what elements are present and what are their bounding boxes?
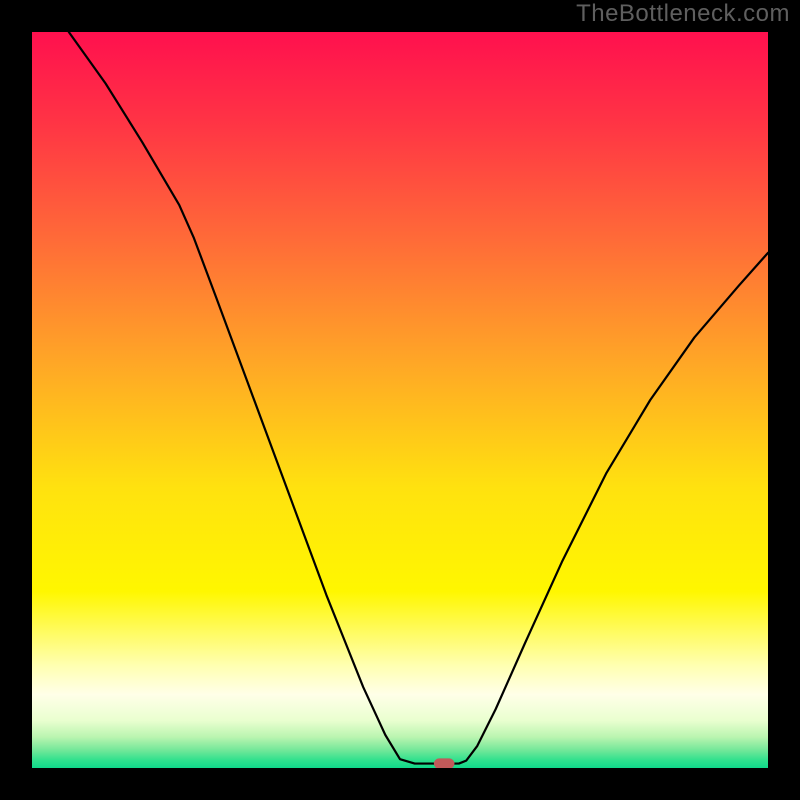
chart-container: TheBottleneck.com	[0, 0, 800, 800]
plot-svg	[32, 32, 768, 768]
optimum-marker	[434, 758, 455, 768]
plot-area	[32, 32, 768, 768]
watermark-text: TheBottleneck.com	[576, 0, 790, 28]
